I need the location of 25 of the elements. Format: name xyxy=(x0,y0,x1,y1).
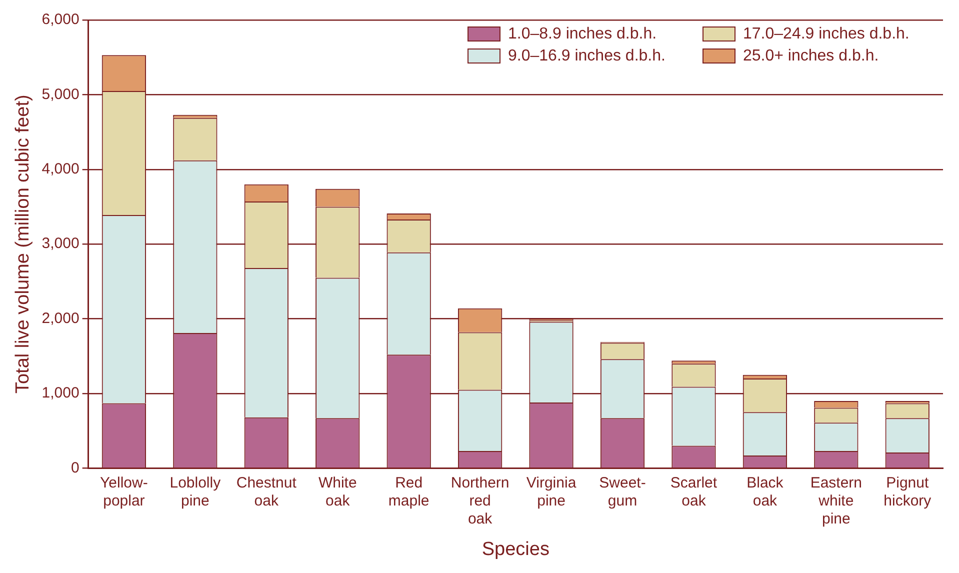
x-tick-label: Eastern white pine xyxy=(810,474,862,528)
x-axis-title: Species xyxy=(482,538,550,560)
y-tick-label: 6,000 xyxy=(42,11,80,28)
legend-label: 25.0+ inches d.b.h. xyxy=(743,47,879,64)
x-tick-label: Northern red oak xyxy=(450,474,510,528)
x-tick-label: Chestnut oak xyxy=(236,474,298,510)
y-tick-label: 0 xyxy=(70,459,80,476)
x-tick-label: Black oak xyxy=(746,474,784,510)
y-tick-label: 5,000 xyxy=(42,86,80,103)
y-tick-label: 2,000 xyxy=(42,310,80,327)
x-tick-label: Loblolly pine xyxy=(170,474,222,510)
y-axis-title: Total live volume (million cubic feet) xyxy=(12,94,34,394)
y-tick-label: 1,000 xyxy=(42,384,80,402)
x-tick-label: White oak xyxy=(318,474,357,510)
x-tick-label: Red maple xyxy=(388,474,430,510)
legend-label: 9.0–16.9 inches d.b.h. xyxy=(508,47,666,64)
legend-label: 17.0–24.9 inches d.b.h. xyxy=(743,25,910,42)
x-tick-label: Scarlet oak xyxy=(670,474,718,510)
y-tick-label: 3,000 xyxy=(42,235,80,252)
y-tick-label: 4,000 xyxy=(42,160,80,178)
x-tick-label: Pignut hickory xyxy=(884,474,932,510)
x-tick-label: Sweet-gum xyxy=(599,474,646,510)
x-tick-label: Yellow-poplar xyxy=(100,474,148,510)
legend-label: 1.0–8.9 inches d.b.h. xyxy=(508,25,657,42)
x-tick-label: Virginia pine xyxy=(526,474,577,510)
